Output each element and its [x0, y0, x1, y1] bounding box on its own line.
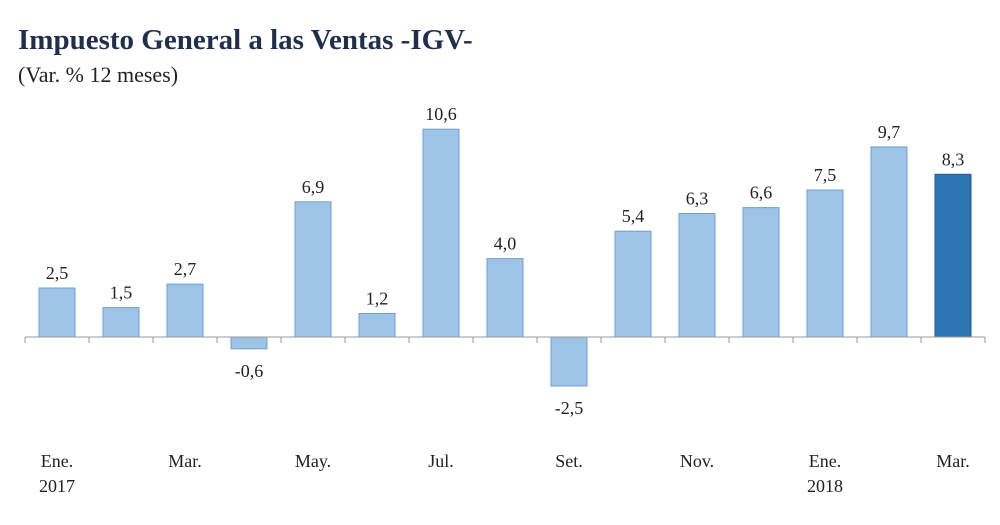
x-tick-label: 2017: [39, 476, 75, 496]
value-label-12: 6,6: [750, 183, 773, 203]
value-label-10: 5,4: [622, 206, 645, 226]
bar-13: [806, 189, 844, 338]
bar-14: [870, 146, 908, 338]
value-label-8: 4,0: [494, 234, 517, 254]
x-tick-label: Set.: [555, 451, 583, 471]
value-label-9: -2,5: [555, 398, 584, 418]
x-tick-label: Ene.: [41, 451, 73, 471]
bar-15: [934, 173, 972, 338]
bar-9: [550, 336, 588, 387]
bar-1: [38, 287, 76, 338]
bar-7: [422, 128, 460, 338]
bar-8: [486, 258, 524, 338]
x-tick-label: May.: [295, 451, 331, 471]
x-tick-label: Mar.: [936, 451, 970, 471]
value-label-15: 8,3: [942, 149, 965, 169]
bar-12: [742, 207, 780, 338]
value-label-7: 10,6: [425, 104, 457, 124]
x-tick-label: Mar.: [168, 451, 202, 471]
value-label-4: -0,6: [235, 361, 264, 381]
x-axis: [24, 336, 986, 343]
chart-title: Impuesto General a las Ventas -IGV-: [18, 24, 473, 56]
value-label-13: 7,5: [814, 165, 837, 185]
bar-5: [294, 201, 332, 338]
bar-10: [614, 230, 652, 338]
value-label-1: 2,5: [46, 263, 69, 283]
x-tick-label: Ene.: [809, 451, 841, 471]
bars-group: [38, 128, 972, 387]
x-tick-labels-group: Ene. 2017 Mar. May. Jul. Set. Nov. Ene. 2018 Mar.: [39, 451, 970, 496]
value-label-2: 1,5: [110, 283, 133, 303]
value-label-5: 6,9: [302, 177, 325, 197]
value-labels-group: 2,5 1,5 2,7 -0,6 6,9 1,2 10,6 4,0 -2,5 5,4 6,3 6,6 7…: [46, 104, 965, 418]
bar-2: [102, 307, 140, 338]
value-label-3: 2,7: [174, 259, 197, 279]
x-tick-label: Nov.: [680, 451, 714, 471]
x-tick-label: 2018: [807, 476, 843, 496]
bar-4: [230, 336, 268, 350]
bar-6: [358, 313, 396, 338]
bar-3: [166, 283, 204, 338]
value-label-11: 6,3: [686, 189, 709, 209]
value-label-6: 1,2: [366, 289, 389, 309]
bar-11: [678, 213, 716, 338]
chart-subtitle: (Var. % 12 meses): [18, 62, 179, 87]
x-tick-label: Jul.: [428, 451, 454, 471]
value-label-14: 9,7: [878, 122, 901, 142]
